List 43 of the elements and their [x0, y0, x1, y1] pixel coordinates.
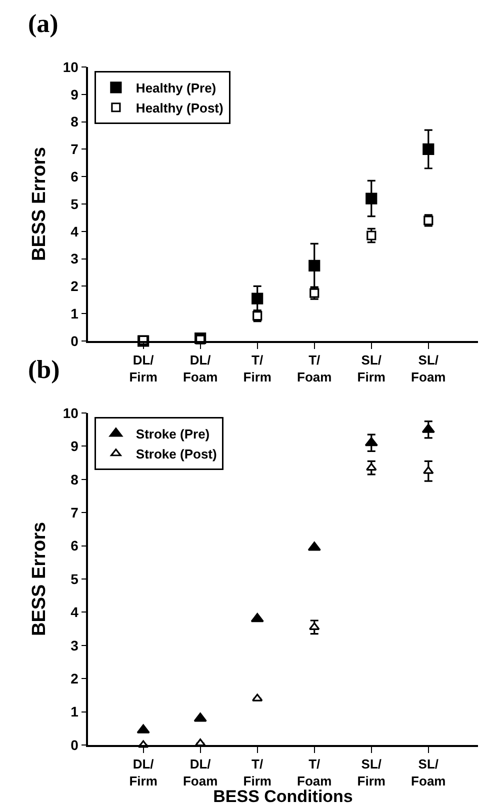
y-tick-label: 5 — [70, 196, 79, 212]
y-tick-label: 3 — [70, 637, 79, 654]
legend-label: Healthy (Post) — [136, 100, 224, 116]
x-tick-label: SL/ Firm — [357, 352, 386, 384]
y-tick-label: 9 — [70, 86, 79, 102]
chart-title: (b) — [28, 355, 60, 384]
x-axis-title: BESS Conditions — [213, 787, 353, 806]
y-axis-title: BESS Errors — [29, 146, 50, 262]
legend-label: Healthy (Pre) — [136, 80, 216, 96]
chart-title: (a) — [28, 9, 58, 38]
y-tick-label: 7 — [70, 504, 79, 520]
y-tick-label: 8 — [70, 114, 79, 130]
y-tick-label: 5 — [70, 570, 79, 587]
y-tick-label: 0 — [70, 332, 79, 349]
x-tick-label: DL/ Foam — [182, 756, 218, 788]
x-tick-label: SL/ Foam — [411, 756, 446, 788]
x-tick-label: T/ Foam — [297, 352, 332, 384]
y-tick-label: 0 — [70, 736, 79, 753]
y-tick-label: 1 — [70, 704, 79, 720]
y-tick-label: 6 — [70, 538, 79, 554]
legend-label: Stroke (Post) — [136, 446, 217, 462]
y-tick-label: 3 — [70, 250, 79, 267]
legend-label: Stroke (Pre) — [136, 426, 210, 442]
y-tick-label: 7 — [70, 141, 79, 158]
y-tick-label: 4 — [70, 223, 79, 240]
y-tick-label: 10 — [62, 404, 79, 421]
x-tick-label: SL/ Firm — [357, 756, 386, 788]
x-tick-label: T/ Foam — [297, 756, 332, 788]
y-tick-label: 4 — [70, 604, 79, 620]
y-axis-title: BESS Errors — [29, 522, 50, 636]
x-tick-label: DL/ Firm — [129, 756, 158, 788]
y-tick-label: 2 — [70, 278, 79, 294]
x-tick-label: DL/ Firm — [129, 352, 158, 384]
x-tick-label: T/ Firm — [243, 756, 272, 788]
y-tick-label: 9 — [70, 438, 79, 454]
y-tick-label: 8 — [70, 471, 79, 488]
y-tick-label: 6 — [70, 168, 79, 184]
x-tick-label: T/ Firm — [243, 352, 272, 384]
y-tick-label: 2 — [70, 670, 79, 686]
y-tick-label: 1 — [70, 306, 79, 322]
x-tick-label: SL/ Foam — [411, 352, 446, 384]
y-tick-label: 10 — [62, 58, 79, 75]
x-tick-label: DL/ Foam — [182, 352, 218, 384]
